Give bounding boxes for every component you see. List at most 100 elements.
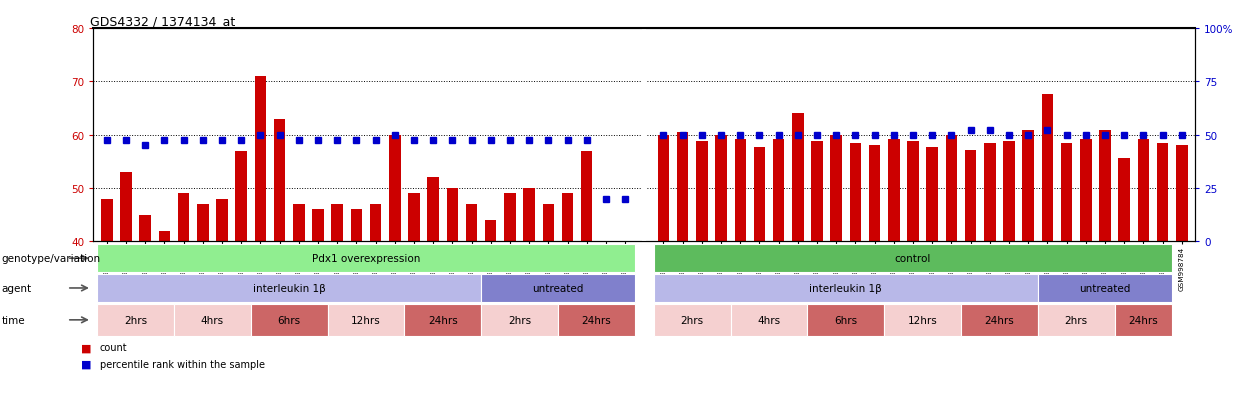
Bar [466, 204, 477, 413]
Bar [312, 210, 324, 413]
Text: 2hrs: 2hrs [681, 315, 703, 325]
Bar [581, 151, 593, 413]
Text: 12hrs: 12hrs [908, 315, 937, 325]
Text: percentile rank within the sample: percentile rank within the sample [100, 359, 265, 369]
Bar [405, 304, 481, 336]
Bar [250, 304, 327, 336]
Bar [1118, 159, 1130, 413]
Bar [121, 173, 132, 413]
Bar [753, 148, 766, 413]
Bar [274, 119, 285, 413]
Bar [504, 194, 515, 413]
Text: interleukin 1β: interleukin 1β [809, 283, 883, 293]
Text: 6hrs: 6hrs [834, 315, 858, 325]
Bar [1079, 140, 1092, 413]
Bar [1038, 274, 1172, 303]
Text: Pdx1 overexpression: Pdx1 overexpression [311, 254, 420, 263]
Bar [370, 204, 381, 413]
Text: untreated: untreated [1079, 283, 1130, 293]
Text: 24hrs: 24hrs [428, 315, 458, 325]
Text: 2hrs: 2hrs [1064, 315, 1088, 325]
Bar [961, 304, 1038, 336]
Bar [481, 304, 558, 336]
Text: time: time [1, 315, 25, 325]
Text: 6hrs: 6hrs [278, 315, 301, 325]
Bar [197, 204, 209, 413]
Text: 24hrs: 24hrs [581, 315, 611, 325]
Bar [178, 194, 189, 413]
Bar [158, 231, 171, 413]
Bar [97, 304, 174, 336]
Text: 24hrs: 24hrs [1128, 315, 1158, 325]
Text: genotype/variation: genotype/variation [1, 254, 101, 263]
Text: count: count [100, 342, 127, 352]
Bar [696, 142, 707, 413]
Bar [1099, 131, 1111, 413]
Bar [830, 135, 842, 413]
Bar [1003, 142, 1015, 413]
Bar [174, 304, 250, 336]
Text: 24hrs: 24hrs [985, 315, 1015, 325]
Text: 12hrs: 12hrs [351, 315, 381, 325]
Bar [1114, 304, 1172, 336]
Bar [773, 140, 784, 413]
Bar [792, 114, 803, 413]
Bar [1022, 131, 1033, 413]
Bar [888, 140, 900, 413]
Bar [1138, 140, 1149, 413]
Bar [1177, 146, 1188, 413]
Bar [657, 135, 670, 413]
Text: 2hrs: 2hrs [508, 315, 532, 325]
Bar [139, 215, 151, 413]
Text: agent: agent [1, 283, 31, 293]
Bar [1157, 144, 1168, 413]
Bar [1042, 95, 1053, 413]
Bar [327, 304, 405, 336]
Bar [293, 204, 305, 413]
Bar [408, 194, 420, 413]
Bar [558, 304, 635, 336]
Text: 4hrs: 4hrs [757, 315, 781, 325]
Bar [946, 135, 957, 413]
Text: interleukin 1β: interleukin 1β [253, 283, 325, 293]
Bar [654, 244, 1172, 273]
Text: ■: ■ [81, 342, 91, 352]
Bar [654, 304, 731, 336]
Bar [543, 204, 554, 413]
Bar [677, 133, 688, 413]
Bar [1061, 144, 1072, 413]
Bar [388, 135, 401, 413]
Bar [926, 148, 937, 413]
Bar [654, 274, 1038, 303]
Bar [561, 194, 573, 413]
Bar [255, 77, 266, 413]
Text: GDS4332 / 1374134_at: GDS4332 / 1374134_at [90, 15, 235, 28]
Bar [235, 151, 247, 413]
Bar [735, 140, 746, 413]
Bar [908, 142, 919, 413]
Bar [481, 274, 635, 303]
Bar [600, 258, 611, 413]
Bar [447, 188, 458, 413]
Bar [351, 210, 362, 413]
Bar [101, 199, 112, 413]
Bar [812, 142, 823, 413]
Bar [808, 304, 884, 336]
Bar [869, 146, 880, 413]
Bar [97, 244, 635, 273]
Bar [619, 268, 631, 413]
Bar [486, 220, 497, 413]
Bar [1038, 304, 1114, 336]
Bar [884, 304, 961, 336]
Bar [716, 135, 727, 413]
Bar [427, 178, 439, 413]
Text: 2hrs: 2hrs [124, 315, 147, 325]
Bar [217, 199, 228, 413]
Bar [984, 144, 996, 413]
Text: 4hrs: 4hrs [200, 315, 224, 325]
Bar [965, 150, 976, 413]
Bar [331, 204, 342, 413]
Bar [97, 274, 481, 303]
Text: control: control [895, 254, 931, 263]
Bar [523, 188, 535, 413]
